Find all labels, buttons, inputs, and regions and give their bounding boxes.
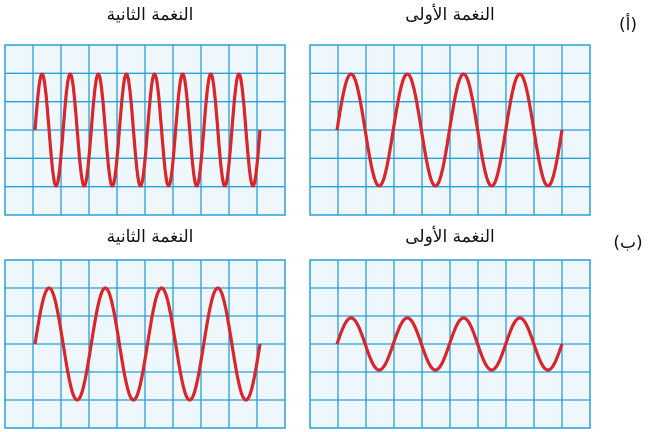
panel-title: النغمة الثانية <box>107 227 194 247</box>
row-label: (أ) <box>619 13 637 35</box>
waveform <box>33 286 262 402</box>
panel-title: النغمة الثانية <box>107 5 194 25</box>
waveform <box>335 72 564 188</box>
row-label: (ب) <box>613 233 642 253</box>
panel-title: النغمة الأولى <box>405 226 495 247</box>
waveform <box>335 316 564 372</box>
panel-title: النغمة الأولى <box>405 4 495 25</box>
waveform <box>33 72 262 188</box>
